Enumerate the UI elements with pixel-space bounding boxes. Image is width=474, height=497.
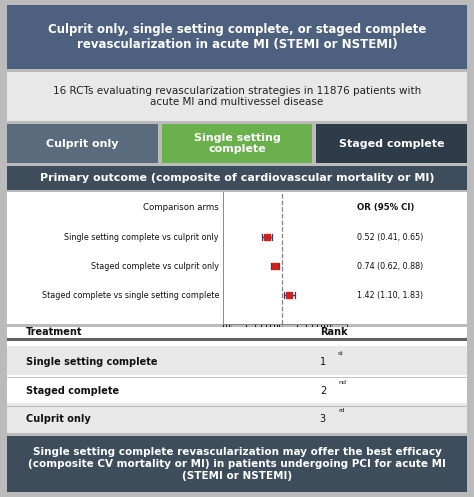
Text: rd: rd xyxy=(338,409,345,414)
Bar xyxy=(7,375,467,406)
Text: Primary outcome (composite of cardiovascular mortality or MI): Primary outcome (composite of cardiovasc… xyxy=(40,172,434,183)
Text: Staged complete: Staged complete xyxy=(339,139,444,149)
Text: 1.42 (1.10, 1.83): 1.42 (1.10, 1.83) xyxy=(357,291,423,300)
Text: Staged complete: Staged complete xyxy=(26,386,119,396)
Text: Culprit only: Culprit only xyxy=(26,414,90,424)
Text: Culprit only: Culprit only xyxy=(46,139,118,149)
Bar xyxy=(7,404,467,434)
Text: 3: 3 xyxy=(320,414,326,424)
Text: st: st xyxy=(338,351,344,356)
Text: Staged complete vs single setting complete: Staged complete vs single setting comple… xyxy=(42,291,219,300)
Text: Culprit only, single setting complete, or staged complete
revascularization in a: Culprit only, single setting complete, o… xyxy=(48,23,426,51)
Text: 1: 1 xyxy=(320,357,326,367)
Text: 2: 2 xyxy=(320,386,326,396)
Text: 0.52 (0.41, 0.65): 0.52 (0.41, 0.65) xyxy=(357,233,423,242)
Text: Rank: Rank xyxy=(320,327,347,337)
Text: Favors first strategy: Favors first strategy xyxy=(220,353,290,359)
Text: 0.74 (0.62, 0.88): 0.74 (0.62, 0.88) xyxy=(357,261,423,270)
Text: Single setting complete: Single setting complete xyxy=(26,357,157,367)
Text: nd: nd xyxy=(338,380,346,385)
Bar xyxy=(7,346,467,377)
Text: Favors second strategy: Favors second strategy xyxy=(274,353,355,359)
Text: Treatment: Treatment xyxy=(26,327,82,337)
Text: Comparison arms: Comparison arms xyxy=(143,203,219,212)
Text: Single setting complete revascularization may offer the best efficacy
(composite: Single setting complete revascularizatio… xyxy=(28,447,446,481)
Text: Staged complete vs culprit only: Staged complete vs culprit only xyxy=(91,261,219,270)
Text: Single setting complete vs culprit only: Single setting complete vs culprit only xyxy=(64,233,219,242)
Text: OR (95% CI): OR (95% CI) xyxy=(357,203,414,212)
Text: 16 RCTs evaluating revascularization strategies in 11876 patients with
acute MI : 16 RCTs evaluating revascularization str… xyxy=(53,85,421,107)
Text: Single setting
complete: Single setting complete xyxy=(193,133,281,155)
